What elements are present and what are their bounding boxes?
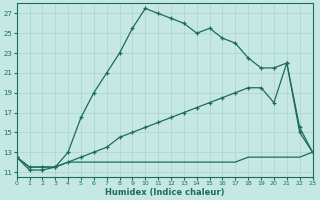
X-axis label: Humidex (Indice chaleur): Humidex (Indice chaleur) (105, 188, 224, 197)
